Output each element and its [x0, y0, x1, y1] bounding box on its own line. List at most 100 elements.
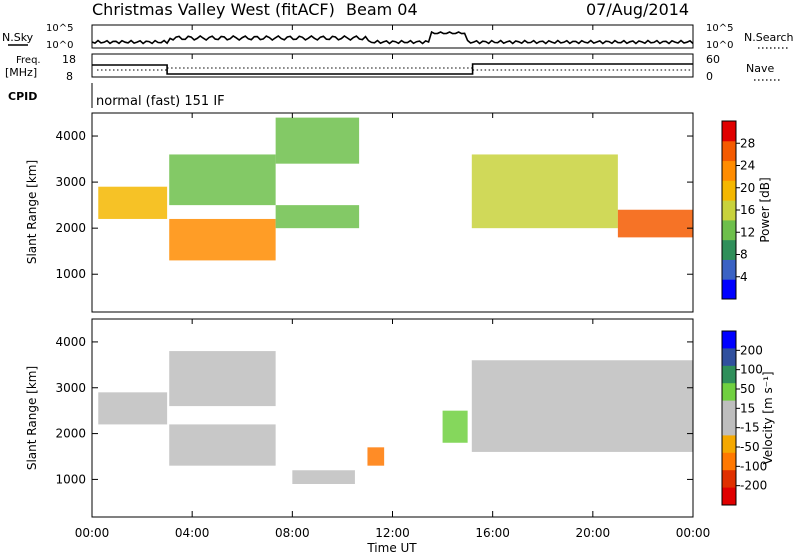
y-tick-label-3: 4000 — [55, 129, 86, 143]
freq-tick-high: 18 — [62, 53, 76, 66]
echo-band-3 — [292, 470, 355, 484]
freq-unit: [MHz] — [5, 66, 37, 79]
power-y-axis-title: Slant Range [km] — [25, 160, 39, 264]
station-title: Christmas Valley West (fitACF) — [92, 0, 335, 19]
echo-band-1 — [169, 218, 276, 261]
echo-band-0 — [98, 186, 168, 219]
y-tick-label-1: 2000 — [55, 427, 86, 441]
power-echo-layer — [98, 117, 693, 261]
colorbar-segment-4 — [722, 200, 736, 221]
colorbar-tick-label-3: 16 — [740, 203, 755, 217]
velocity-echo-layer — [98, 351, 693, 484]
velocity-colorbar-label: Velocity [m s⁻¹] — [761, 371, 775, 464]
colorbar-segment-4 — [722, 400, 736, 419]
x-tick-label-6: 00:00 — [676, 526, 711, 540]
colorbar-tick-label-2: 50 — [740, 382, 755, 396]
beam-label: Beam 04 — [346, 0, 418, 19]
colorbar-tick-label-6: 28 — [740, 136, 755, 150]
x-tick-label-2: 08:00 — [275, 526, 310, 540]
echo-band-6 — [471, 360, 693, 452]
cpid-label: CPID — [8, 90, 37, 103]
y-tick-label-0: 1000 — [55, 472, 86, 486]
echo-band-4 — [275, 117, 360, 164]
power-y-axis: 1000 2000 3000 4000 — [55, 129, 693, 281]
colorbar-tick-label-1: 100 — [740, 363, 763, 377]
colorbar-segment-0 — [722, 331, 736, 349]
colorbar-tick-label-3: 15 — [740, 401, 755, 415]
x-tick-label-5: 20:00 — [576, 526, 611, 540]
nsearch-label: N.Search — [744, 31, 794, 44]
colorbar-segment-9 — [722, 487, 736, 506]
power-colorbar-label: Power [dB] — [758, 177, 772, 242]
echo-band-3 — [275, 205, 360, 229]
y-tick-label-2: 3000 — [55, 381, 86, 395]
echo-band-4 — [367, 447, 385, 466]
colorbar-segment-2 — [722, 239, 736, 260]
x-tick-label-0: 00:00 — [75, 526, 110, 540]
x-tick-label-4: 16:00 — [475, 526, 510, 540]
colorbar-tick-label-2: 12 — [740, 225, 755, 239]
echo-band-2 — [169, 154, 276, 206]
colorbar-segment-7 — [722, 452, 736, 471]
freq-label: Freq. — [16, 55, 41, 66]
freq-panel: Freq. [MHz] 18 8 60 0 Nave — [5, 53, 780, 83]
colorbar-tick-label-6: -100 — [740, 459, 767, 473]
x-tick-label-3: 12:00 — [375, 526, 410, 540]
freq-tick-low: 8 — [66, 70, 73, 83]
colorbar-segment-8 — [722, 470, 736, 489]
y-tick-label-2: 3000 — [55, 175, 86, 189]
nsky-trace — [91, 30, 694, 45]
echo-band-0 — [98, 392, 168, 425]
nave-tick-low: 0 — [706, 70, 713, 83]
cpid-panel: CPID normal (fast) 151 IF — [8, 83, 225, 109]
colorbar-tick-label-7: -200 — [740, 479, 767, 493]
y-tick-label-3: 4000 — [55, 335, 86, 349]
echo-band-1 — [169, 424, 276, 466]
echo-band-5 — [471, 154, 618, 229]
colorbar-tick-label-1: 8 — [740, 248, 748, 262]
colorbar-segment-1 — [722, 259, 736, 280]
echo-band-2 — [169, 351, 276, 407]
colorbar-segment-3 — [722, 219, 736, 241]
colorbar-segment-2 — [722, 365, 736, 384]
y-tick-label-1: 2000 — [55, 221, 86, 235]
velocity-y-axis-title: Slant Range [km] — [25, 366, 39, 470]
x-tick-label-1: 04:00 — [175, 526, 210, 540]
colorbar-segment-7 — [722, 140, 736, 162]
colorbar-tick-label-0: 200 — [740, 343, 763, 357]
date-label: 07/Aug/2014 — [586, 0, 689, 19]
cpid-value: normal (fast) 151 IF — [96, 94, 225, 109]
colorbar-tick-label-5: -50 — [740, 440, 760, 454]
nave-tick-high: 60 — [706, 53, 720, 66]
y-tick-label-0: 1000 — [55, 267, 86, 281]
colorbar-segment-6 — [722, 160, 736, 181]
noise-tick-high-right: 10^5 — [706, 23, 733, 34]
echo-band-6 — [617, 209, 693, 238]
colorbar-segment-6 — [722, 435, 736, 454]
colorbar-tick-label-4: -15 — [740, 421, 760, 435]
power-colorbar: 4 8 12 16 20 24 28 Power [dB] — [721, 120, 772, 300]
nave-trace — [97, 67, 693, 71]
colorbar-segment-3 — [722, 383, 736, 402]
echo-band-5 — [442, 410, 468, 443]
freq-trace — [92, 63, 693, 75]
noise-tick-low-right: 10^0 — [706, 40, 733, 51]
nsky-label: N.Sky — [2, 31, 34, 44]
colorbar-segment-8 — [722, 121, 736, 142]
colorbar-tick-label-5: 24 — [740, 159, 755, 173]
velocity-colorbar: 200 100 50 15 -15 -50 -100 -200 Velocity [m s⁻¹… — [721, 330, 775, 506]
colorbar-segment-0 — [722, 279, 736, 300]
colorbar-segment-5 — [722, 180, 736, 201]
colorbar-tick-label-0: 4 — [740, 270, 748, 284]
noise-tick-low-left: 10^0 — [46, 40, 73, 51]
nave-label: Nave — [746, 62, 774, 75]
power-panel: 1000 2000 3000 4000 Slant Range [km] — [25, 112, 694, 313]
velocity-colorbar-frame — [721, 330, 737, 506]
noise-tick-high-left: 10^5 — [46, 23, 73, 34]
time-axis: 00:00 04:00 08:00 12:00 16:00 20:00 00:00 — [75, 25, 711, 540]
colorbar-tick-label-4: 20 — [740, 181, 755, 195]
x-axis-title: Time UT — [366, 541, 417, 554]
colorbar-segment-5 — [722, 418, 736, 436]
